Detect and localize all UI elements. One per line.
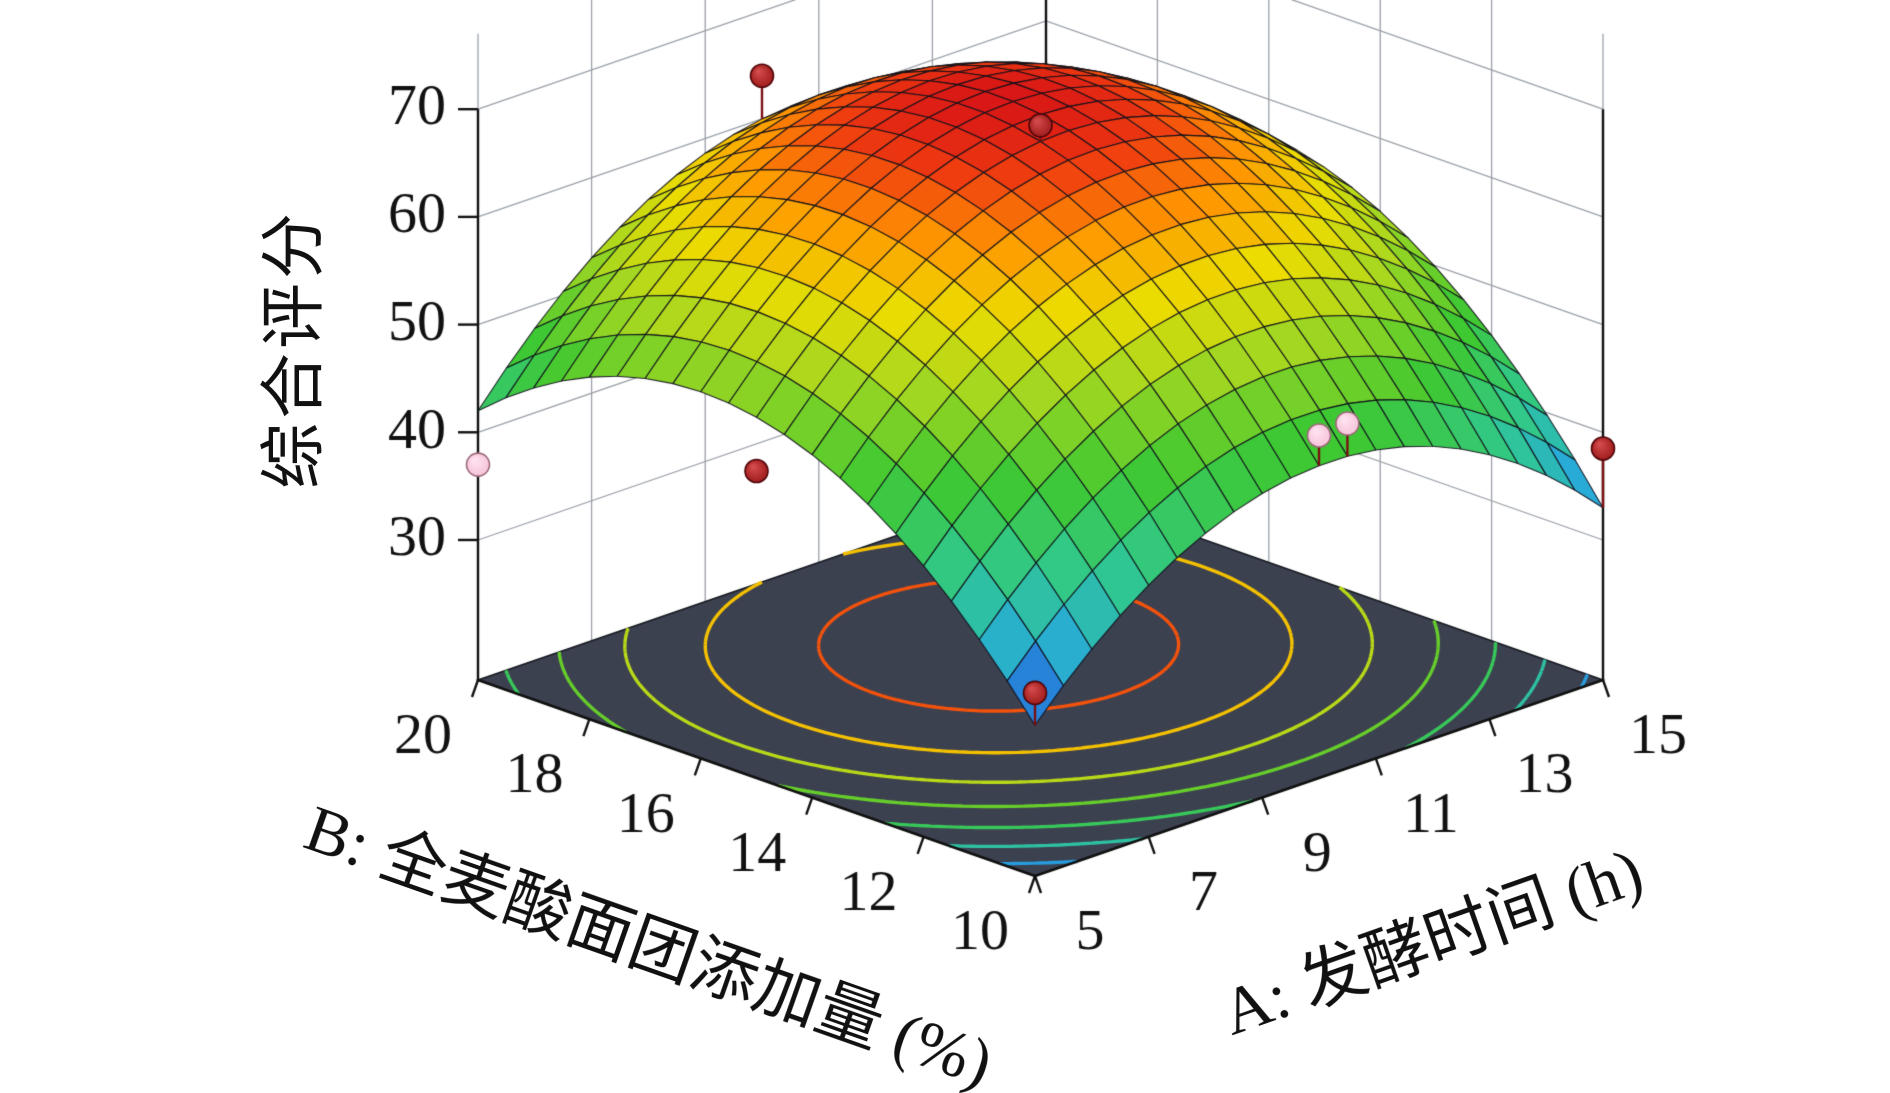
z-axis-title: 综合评分 bbox=[258, 209, 331, 489]
